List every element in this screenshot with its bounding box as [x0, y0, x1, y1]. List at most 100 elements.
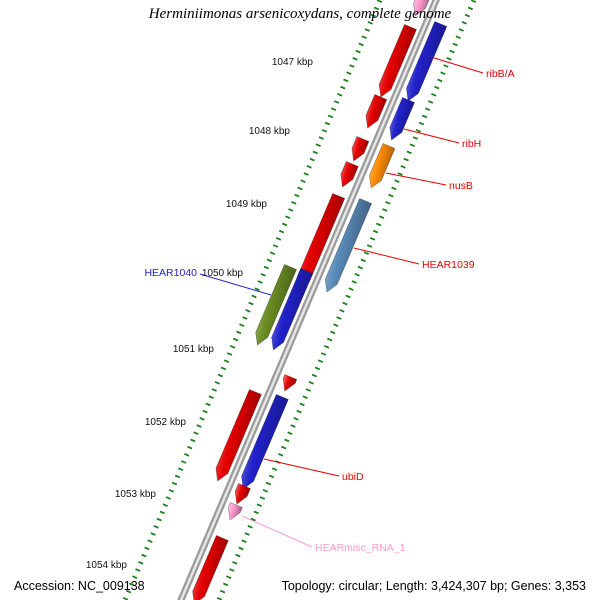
ruler-tick [254, 287, 260, 292]
position-label-1049-kbp: 1049 kbp [226, 199, 268, 210]
ruler-tick [403, 157, 409, 162]
ruler-tick [300, 179, 306, 184]
ruler-tick [424, 107, 431, 112]
gene-label-hearmisc-rna-1[interactable]: HEARmisc_RNA_1 [315, 542, 406, 554]
ruler-tick [232, 560, 238, 565]
ruler-tick [260, 272, 266, 277]
ruler-tick [434, 85, 440, 90]
ruler-tick [236, 330, 242, 335]
ruler-tick [285, 215, 291, 220]
ruler-tick [446, 56, 452, 61]
ruler-tick [250, 517, 256, 522]
ruler-tick [269, 251, 276, 256]
ruler-tick [208, 395, 214, 400]
ruler-tick [159, 510, 165, 515]
ruler-tick [382, 208, 388, 212]
ruler-tick [379, 215, 385, 220]
gene-arrow-hearmisc-rna-1[interactable] [227, 502, 243, 521]
ruler-tick [409, 143, 415, 148]
ruler-tick [294, 193, 300, 198]
ruler-tick [196, 424, 202, 428]
ruler-tick [263, 265, 269, 270]
ruler-tick [238, 546, 244, 551]
ruler-tick [340, 85, 346, 90]
ruler-tick [327, 114, 334, 119]
gene-arrow[interactable] [192, 535, 229, 600]
ruler-tick [467, 6, 474, 11]
ruler-tick [171, 481, 178, 486]
ruler-tick [302, 395, 308, 400]
gene-label-ubid[interactable]: ubiD [342, 471, 364, 483]
ruler-tick [199, 416, 205, 421]
ruler-tick [202, 409, 208, 414]
ruler-tick [369, 236, 376, 241]
gene-arrow-nusb[interactable] [369, 143, 396, 189]
gene-arrow-ribh[interactable] [389, 97, 415, 141]
ruler-tick [333, 100, 340, 104]
gene-arrow-ribh[interactable] [365, 94, 388, 129]
ruler-tick [303, 172, 309, 176]
ruler-tick [266, 258, 272, 263]
ruler-tick [220, 366, 227, 371]
gene-arrow-nusb[interactable] [340, 161, 359, 188]
gene-label-hear1039[interactable]: HEAR1039 [422, 259, 475, 271]
ruler-tick [297, 186, 303, 191]
ruler-tick [229, 568, 235, 572]
ruler-tick [278, 229, 285, 234]
ruler-tick [400, 164, 406, 169]
genome-backbone-core [179, 0, 438, 600]
ruler-tick [219, 589, 226, 594]
ruler-tick [373, 6, 380, 11]
gene-arrow-ribb-a[interactable] [406, 21, 448, 102]
genome-info-label: Topology: circular; Length: 3,424,307 bp… [281, 579, 586, 593]
gene-arrow-ubid[interactable] [241, 394, 289, 490]
ruler-tick [351, 280, 357, 284]
label-leader-line [241, 515, 313, 548]
position-label-1051-kbp: 1051 kbp [173, 344, 215, 355]
gene-label-ribb-a[interactable]: ribB/A [486, 68, 515, 80]
ruler-tick [314, 366, 321, 371]
ruler-tick [244, 532, 250, 536]
gene-arrow-ubid[interactable] [215, 389, 262, 482]
ruler-tick [364, 28, 370, 32]
ruler-tick [330, 107, 337, 112]
gene-arrow-hear1040[interactable] [271, 268, 314, 351]
ruler-tick [343, 78, 349, 83]
ruler-tick [239, 323, 245, 328]
ruler-tick [293, 416, 299, 421]
ruler-tick [470, 0, 477, 4]
gene-arrow[interactable] [234, 483, 251, 505]
ruler-tick [214, 380, 220, 385]
gene-arrow-hear1040[interactable] [255, 264, 297, 346]
ruler-tick [358, 42, 364, 47]
ruler-tick [458, 28, 464, 32]
ruler-tick [367, 20, 373, 25]
ruler-tick [357, 265, 363, 270]
ruler-tick [415, 128, 422, 133]
ruler-tick [177, 467, 184, 472]
ruler-tick [348, 287, 354, 292]
position-label-1047-kbp: 1047 kbp [272, 57, 314, 68]
ruler-tick [245, 308, 251, 313]
ruler-tick [320, 352, 327, 356]
ruler-tick [223, 359, 230, 364]
gene-arrow[interactable] [413, 0, 432, 17]
ruler-tick [355, 49, 361, 54]
ruler-tick [251, 294, 257, 299]
ruler-tick [336, 316, 342, 320]
gene-label-ribh[interactable]: ribH [462, 138, 481, 150]
gene-arrow-ribb-a[interactable] [378, 24, 417, 98]
ruler-tick [339, 308, 345, 313]
ruler-tick [162, 503, 168, 508]
ruler-tick [363, 251, 370, 256]
gene-label-hear1040[interactable]: HEAR1040 [144, 267, 197, 279]
gene-arrow-hear1039[interactable] [324, 198, 373, 293]
ruler-tick [229, 344, 236, 349]
ruler-tick [421, 114, 428, 119]
ruler-tick [312, 150, 318, 155]
gene-label-nusb[interactable]: nusB [449, 180, 473, 192]
position-label-1053-kbp: 1053 kbp [115, 489, 157, 500]
ruler-tick [346, 71, 352, 76]
gene-arrow[interactable] [351, 136, 370, 162]
gene-arrow[interactable] [282, 374, 298, 392]
